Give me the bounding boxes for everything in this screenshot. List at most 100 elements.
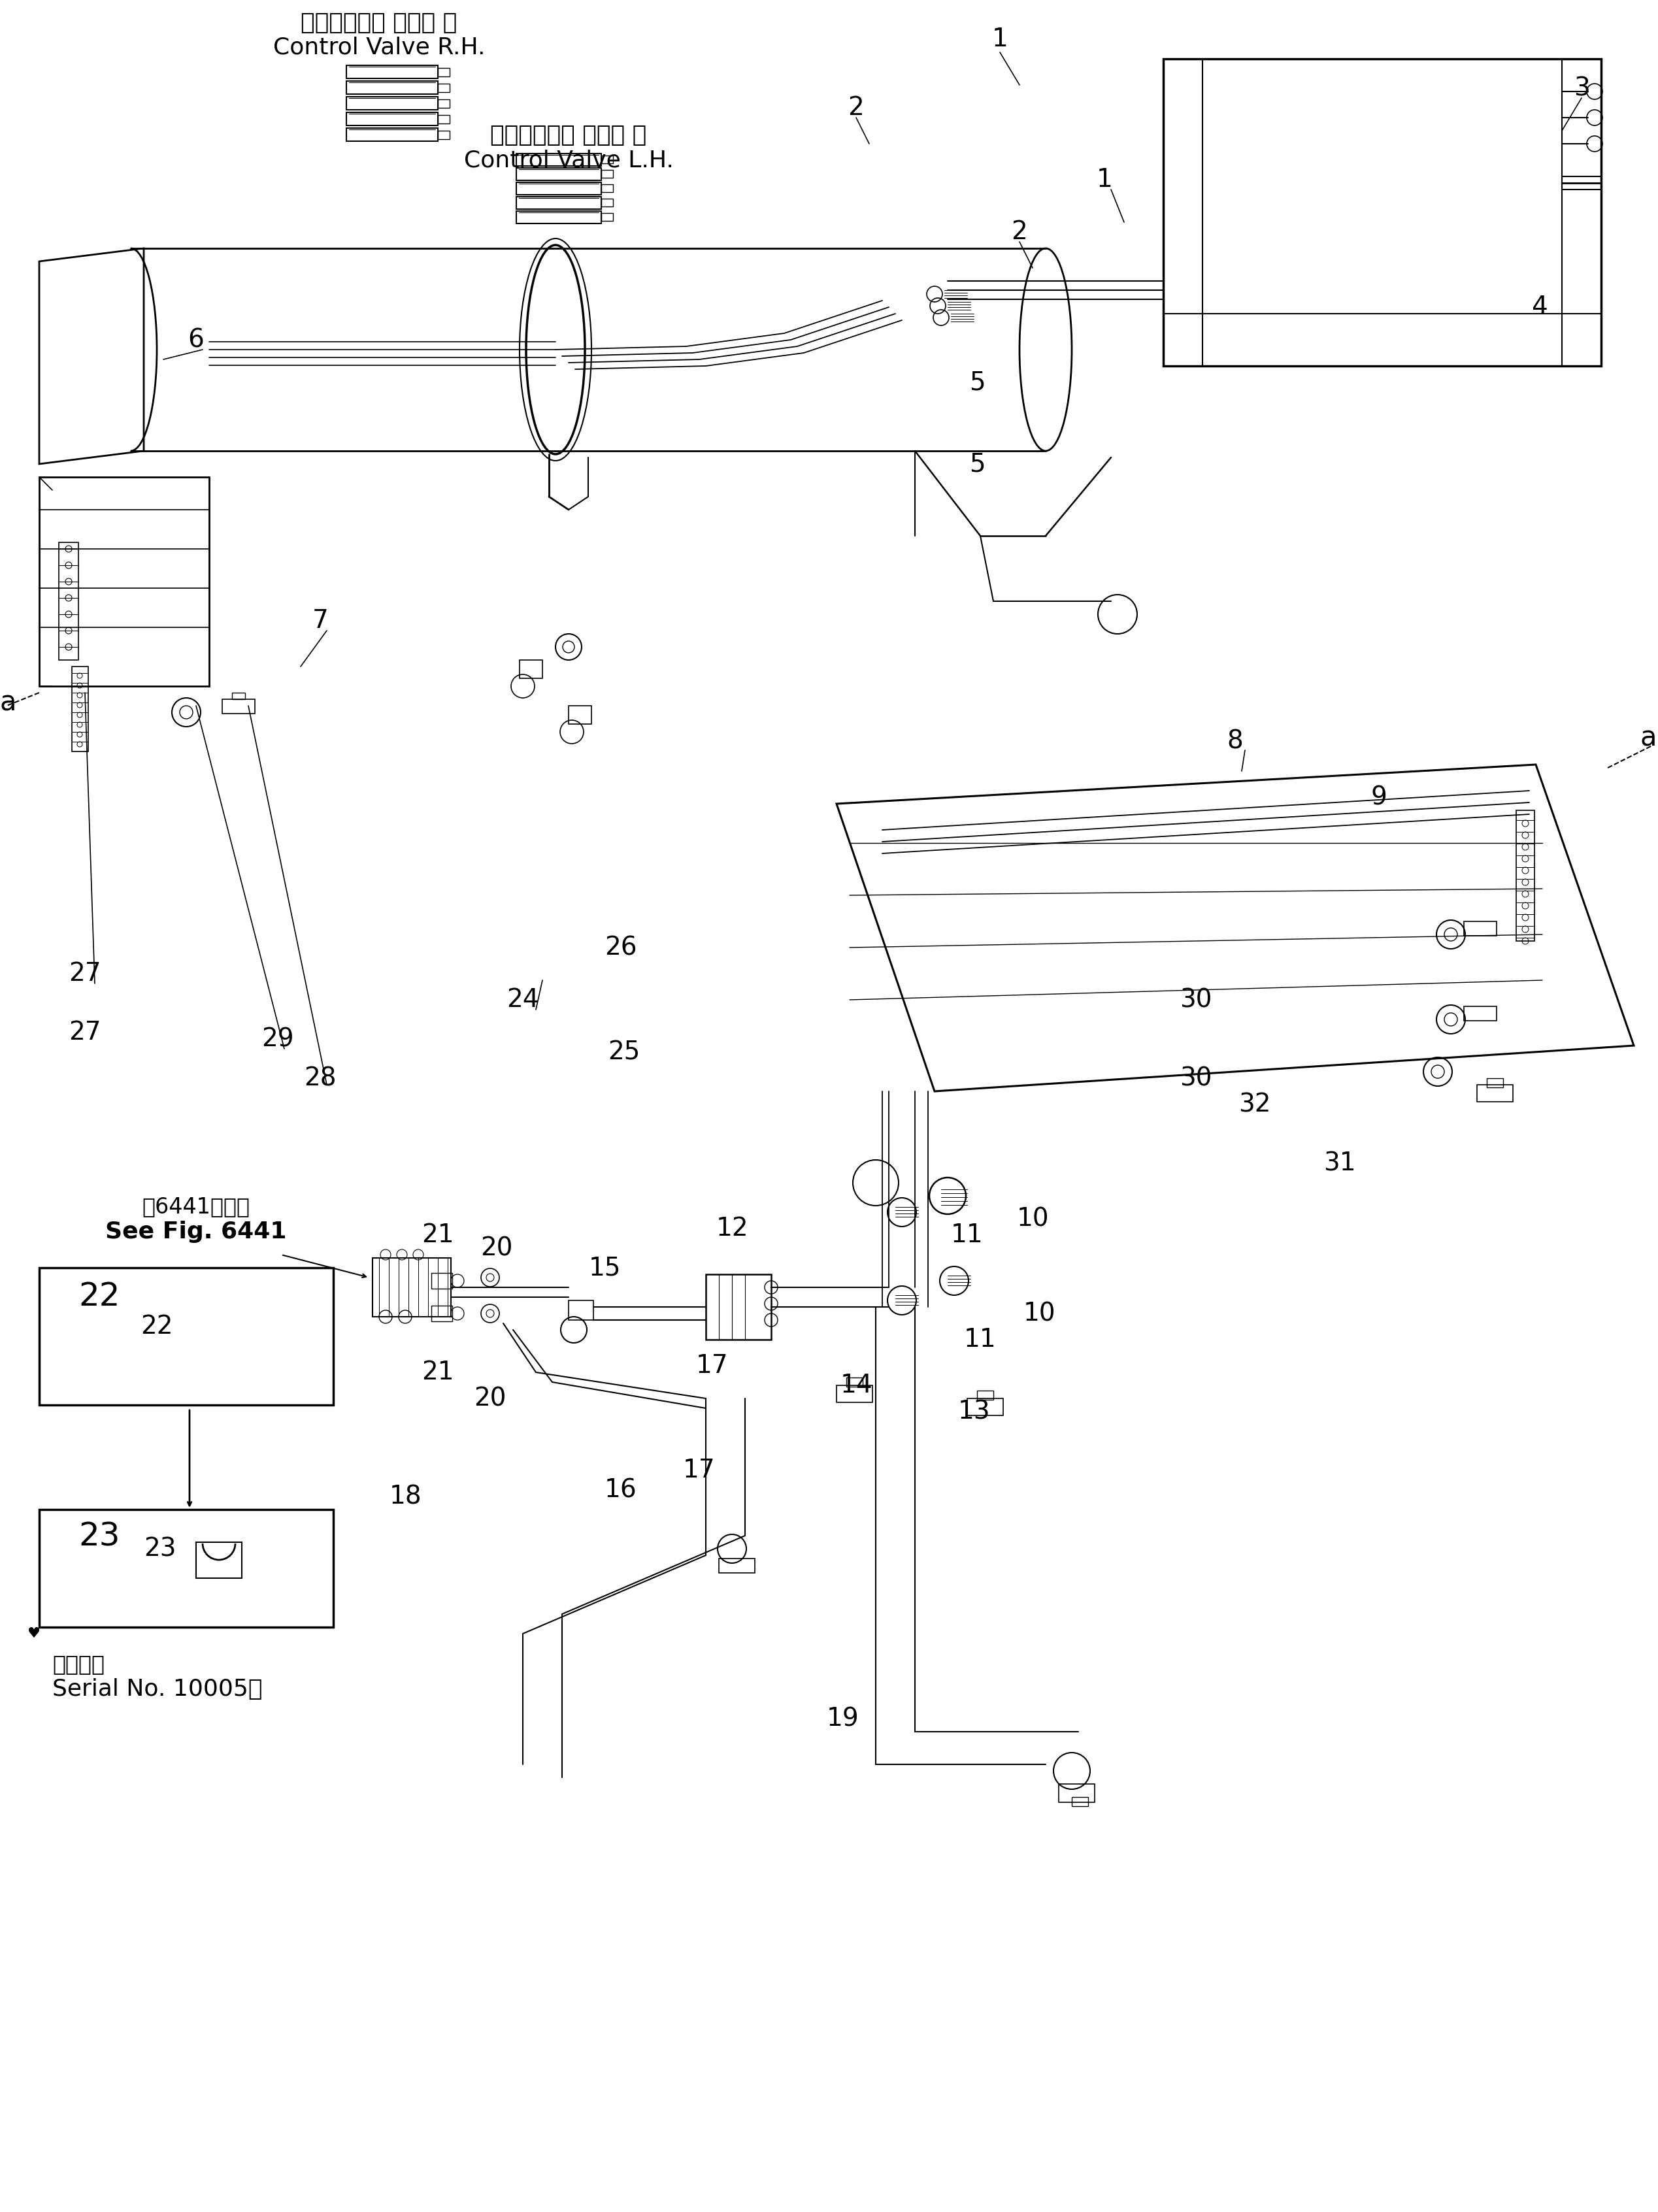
Text: 21: 21 — [421, 1223, 454, 1248]
Bar — [602, 170, 613, 177]
Bar — [431, 1305, 453, 1321]
Text: 18: 18 — [390, 1484, 421, 1509]
Text: 適用号機: 適用号機 — [53, 1652, 104, 1674]
Bar — [431, 1272, 453, 1290]
Text: 5: 5 — [968, 369, 985, 394]
Bar — [222, 699, 255, 714]
Text: 17: 17 — [696, 1354, 728, 1378]
Text: 10: 10 — [1023, 1301, 1056, 1325]
Bar — [516, 181, 602, 195]
Text: 28: 28 — [303, 1066, 337, 1091]
Bar — [569, 1301, 594, 1321]
Text: 10: 10 — [1016, 1206, 1050, 1232]
Bar — [967, 1398, 1003, 1416]
Text: 11: 11 — [952, 1223, 983, 1248]
Text: 3: 3 — [1573, 75, 1590, 100]
Bar — [837, 1385, 872, 1402]
Text: See Fig. 6441: See Fig. 6441 — [106, 1221, 287, 1243]
Text: ♥: ♥ — [28, 1628, 40, 1641]
Bar — [347, 128, 438, 142]
Bar — [438, 69, 449, 77]
Bar — [40, 1509, 333, 1628]
Text: 17: 17 — [683, 1458, 716, 1482]
Text: 22: 22 — [141, 1314, 172, 1338]
Text: 20: 20 — [481, 1237, 512, 1261]
Bar — [1164, 60, 1602, 365]
Bar — [516, 168, 602, 179]
Bar — [1059, 1783, 1094, 1803]
Text: 32: 32 — [1239, 1093, 1272, 1117]
Text: Serial No. 10005～: Serial No. 10005～ — [53, 1679, 262, 1701]
Text: 1: 1 — [1096, 168, 1113, 192]
Text: 7: 7 — [312, 608, 328, 633]
Text: 24: 24 — [507, 987, 539, 1013]
Text: 29: 29 — [262, 1026, 293, 1051]
Bar — [373, 1259, 451, 1316]
Text: 8: 8 — [1227, 730, 1244, 754]
Text: 27: 27 — [68, 1020, 101, 1044]
Text: 31: 31 — [1323, 1150, 1356, 1175]
Text: 23: 23 — [78, 1522, 119, 1553]
Bar — [347, 82, 438, 95]
Bar — [1562, 177, 1602, 190]
Text: コントロール バルブ 右: コントロール バルブ 右 — [300, 11, 458, 33]
Bar — [846, 1378, 862, 1387]
Text: 11: 11 — [963, 1327, 996, 1352]
Text: Control Valve R.H.: Control Valve R.H. — [274, 35, 486, 58]
Bar — [1515, 810, 1535, 940]
Text: コントロール バルブ 左: コントロール バルブ 左 — [491, 124, 647, 146]
Text: 12: 12 — [716, 1217, 748, 1241]
Bar — [438, 131, 449, 139]
Bar — [40, 1267, 333, 1405]
Text: 9: 9 — [1371, 785, 1388, 810]
Text: 第6441図参照: 第6441図参照 — [143, 1197, 250, 1217]
Text: 25: 25 — [608, 1040, 640, 1064]
Bar — [516, 210, 602, 223]
Bar — [706, 1274, 771, 1340]
Text: Control Valve L.H.: Control Valve L.H. — [464, 148, 673, 170]
Bar — [516, 197, 602, 208]
Bar — [347, 113, 438, 126]
Text: 27: 27 — [68, 962, 101, 987]
Text: 1: 1 — [991, 27, 1008, 51]
Bar — [602, 199, 613, 206]
Text: a: a — [0, 688, 17, 717]
Bar — [347, 97, 438, 111]
Bar — [519, 659, 542, 679]
Bar — [516, 153, 602, 166]
Text: 21: 21 — [421, 1360, 454, 1385]
Bar — [602, 212, 613, 221]
Text: 30: 30 — [1180, 987, 1212, 1013]
Bar — [1487, 1077, 1504, 1088]
Bar — [1071, 1796, 1088, 1807]
Bar — [602, 184, 613, 192]
Text: 20: 20 — [474, 1387, 506, 1411]
Text: 2: 2 — [1011, 219, 1028, 243]
Text: 2: 2 — [847, 95, 864, 119]
Text: 14: 14 — [841, 1374, 872, 1398]
Text: 26: 26 — [605, 936, 637, 960]
Text: 19: 19 — [827, 1705, 859, 1732]
Bar — [1464, 1006, 1497, 1020]
Bar — [438, 100, 449, 108]
Bar — [347, 66, 438, 80]
Text: 30: 30 — [1180, 1066, 1212, 1091]
Text: 15: 15 — [589, 1256, 620, 1281]
Bar — [438, 84, 449, 93]
Text: 22: 22 — [78, 1281, 119, 1312]
Text: 4: 4 — [1530, 294, 1547, 319]
Text: 13: 13 — [958, 1398, 990, 1425]
Bar — [196, 1542, 242, 1577]
Bar — [438, 115, 449, 124]
Bar — [1477, 1084, 1512, 1102]
Bar — [569, 706, 592, 723]
Text: a: a — [1640, 726, 1656, 752]
Text: 5: 5 — [968, 451, 985, 476]
Bar — [58, 542, 78, 659]
Bar — [71, 666, 88, 752]
Bar — [1464, 922, 1497, 936]
Text: 16: 16 — [605, 1478, 637, 1502]
Bar — [602, 155, 613, 164]
Bar — [720, 1559, 754, 1573]
Text: 6: 6 — [187, 327, 204, 352]
